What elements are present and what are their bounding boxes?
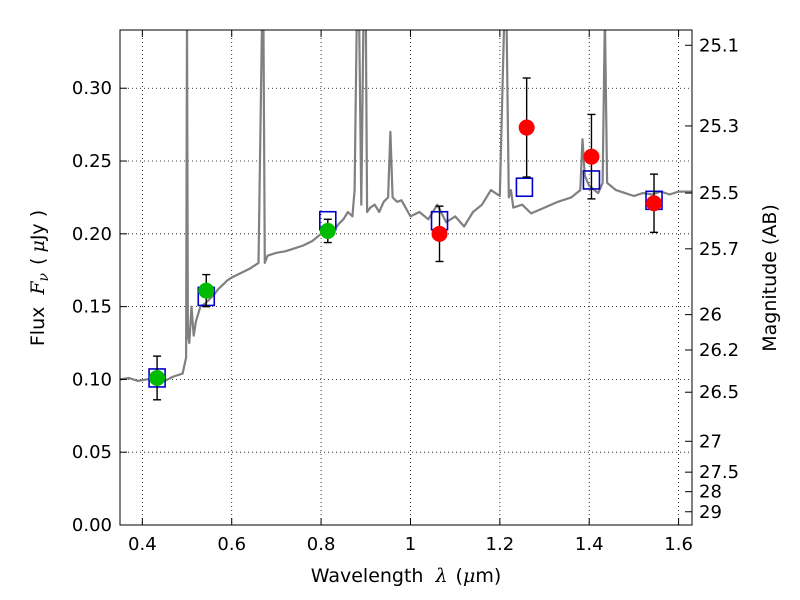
x-axis-label-unit-mu: μ [463,565,475,587]
magnitude-tick-label: 25.3 [699,116,739,137]
plot-area [120,30,692,401]
x-axis-ticks: 0.4 0.6 0.8 1 1.2 1.4 1.6 [128,30,693,555]
magnitude-tick-label: 27.5 [699,462,739,483]
x-tick-label: 1 [405,534,416,555]
x-axis-label-text: Wavelength [311,565,424,587]
y-tick-label: 0.30 [72,78,112,99]
observed-optical-point [198,282,215,299]
y-tick-label: 0.05 [72,442,112,463]
x-tick-label: 0.4 [128,534,157,555]
x-tick-label: 0.6 [217,534,246,555]
observed-nir-point [583,148,600,165]
observed-nir-point [431,225,448,242]
observed-nir-point [646,195,663,212]
magnitude-tick-label: 25.7 [699,239,739,260]
y-axis-label: Flux Fν ( μJy ) [27,210,52,346]
x-axis-label-unit-open: ( [456,565,463,587]
x-tick-label: 1.6 [664,534,693,555]
y-tick-label: 0.20 [72,224,112,245]
y-tick-label: 0.25 [72,151,112,172]
observed-optical-point [149,369,166,386]
y-axis-label-unit-open: ( [27,258,49,265]
x-tick-label: 0.8 [307,534,336,555]
magnitude-tick-label: 26.2 [699,340,739,361]
model-photometry-square [515,177,534,198]
magnitude-tick-label: 26.5 [699,382,739,403]
y-axis-label-sub: ν [36,272,52,281]
x-tick-label: 1.2 [486,534,515,555]
magnitude-tick-label: 25.1 [699,35,739,56]
y-tick-label: 0.15 [72,297,112,318]
observed-optical-point [319,222,336,239]
y-axis-label-unit-mu: μ [27,240,49,252]
plot-frame [119,29,693,526]
plot-background [120,30,692,525]
observed-nir-point [518,119,535,136]
magnitude-tick-label: 28 [699,482,722,503]
x-tick-label: 1.4 [575,534,604,555]
x-axis-label-symbol: λ [434,565,447,587]
magnitude-tick-label: 25.5 [699,183,739,204]
x-axis-label: Wavelength λ (μm) [311,565,501,587]
y-axis-label-symbol: F [27,281,49,296]
spectrum-line [120,30,692,382]
magnitude-axis-label: Magnitude (AB) [759,204,781,352]
magnitude-tick-label: 29 [699,502,722,523]
y-tick-label: 0.10 [72,369,112,390]
y-axis-label-text: Flux [27,307,49,347]
x-axis-label-unit-rest: m) [475,565,501,587]
y-tick-label: 0.00 [72,515,112,536]
y-axis-label-unit-rest: Jy ) [27,210,49,241]
magnitude-tick-label: 27 [699,431,722,452]
y-axis-ticks: 0.00 0.05 0.10 0.15 0.20 0.25 0.30 [72,78,127,536]
magnitude-tick-label: 26 [699,305,722,326]
